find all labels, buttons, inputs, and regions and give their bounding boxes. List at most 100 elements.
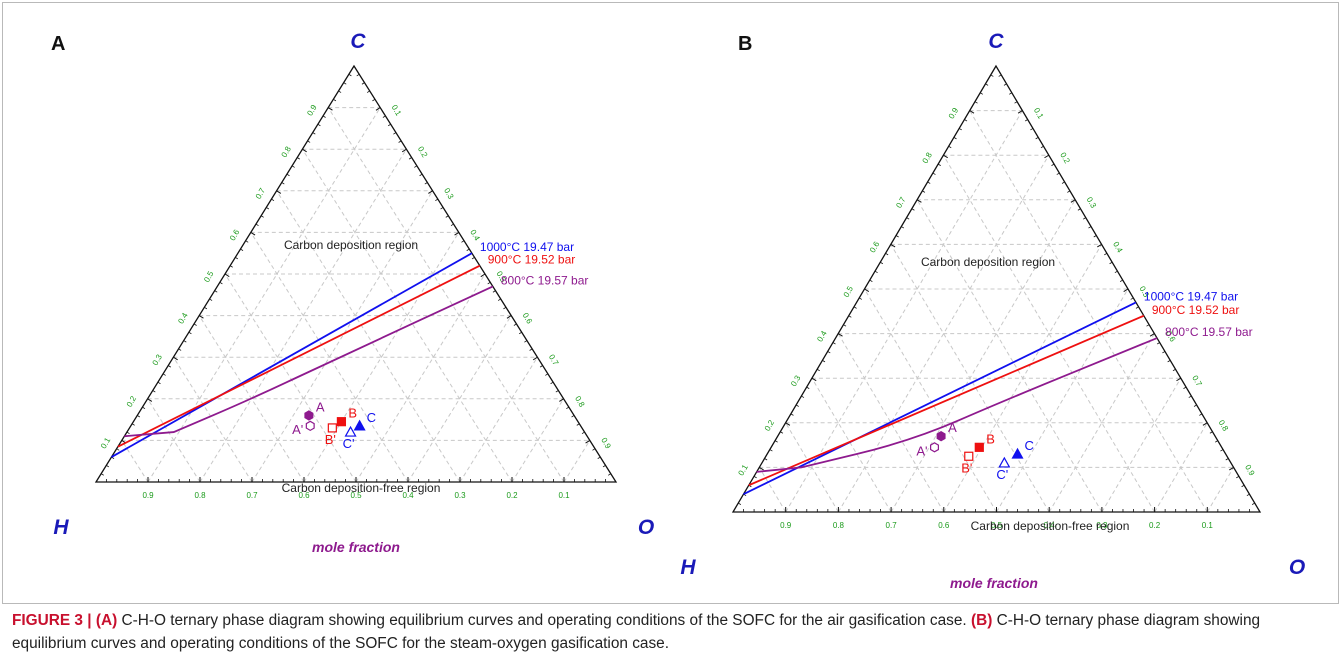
tick-mark-minor <box>566 406 570 410</box>
grid-line <box>147 398 201 483</box>
tick-label: 0.5 <box>202 269 216 284</box>
grid-line <box>811 377 892 513</box>
tick-label: 0.6 <box>521 311 535 326</box>
tick-mark-minor <box>602 465 606 468</box>
tick-mark-minor <box>204 306 208 310</box>
tick-mark-minor <box>880 261 884 265</box>
tick-label: 0.5 <box>842 284 856 299</box>
grid-line <box>758 467 787 513</box>
tick-mark-minor <box>753 475 757 479</box>
tick-mark-minor <box>440 207 444 210</box>
point-marker <box>930 442 940 453</box>
tick-mark <box>916 199 922 203</box>
curve-label: 1000°C 19.47 bar <box>480 240 574 254</box>
tick-label: 0.2 <box>506 491 518 500</box>
tick-mark <box>1202 422 1208 426</box>
point-label: B' <box>325 432 336 447</box>
point-label: A <box>316 399 325 414</box>
tick-mark-minor <box>592 448 596 451</box>
grid-line <box>355 273 486 483</box>
grid-line <box>251 190 434 483</box>
tick-mark <box>250 231 256 236</box>
panel-label: B <box>738 33 752 55</box>
tick-label: 0.8 <box>194 491 206 500</box>
tick-mark <box>969 110 975 114</box>
region-label-carbon-deposition: Carbon deposition region <box>284 238 418 252</box>
tick-mark-minor <box>1077 208 1081 211</box>
point-marker <box>305 420 315 432</box>
tick-mark-minor <box>178 348 182 351</box>
tick-mark <box>1149 333 1155 337</box>
tick-mark-minor <box>1114 270 1118 274</box>
tick-mark-minor <box>948 145 952 149</box>
region-label-deposition-free: Carbon deposition-free region <box>971 519 1130 533</box>
caption-part-b-label: (B) <box>970 612 993 629</box>
tick-mark-minor <box>958 128 962 131</box>
grid-line <box>996 288 1129 513</box>
grid-line <box>172 356 253 483</box>
tick-label: 0.6 <box>228 228 242 243</box>
tick-mark-minor <box>100 473 104 476</box>
tick-mark-minor <box>312 132 316 135</box>
tick-mark-minor <box>137 415 141 418</box>
tick-mark-minor <box>597 456 601 459</box>
tick-mark-minor <box>235 257 239 260</box>
tick-mark-minor <box>471 257 475 260</box>
tick-mark-minor <box>816 368 820 372</box>
tick-label: 0.2 <box>1149 521 1161 530</box>
grid-line <box>837 154 1050 513</box>
tick-mark-minor <box>974 101 978 104</box>
tick-mark-minor <box>1167 360 1171 363</box>
tick-mark-minor <box>539 365 543 368</box>
tick-mark <box>1044 154 1050 159</box>
region-label-deposition-free: Carbon deposition-free region <box>282 481 441 495</box>
tick-mark-minor <box>387 123 391 127</box>
tick-mark-minor <box>1130 297 1134 300</box>
tick-label: 0.3 <box>151 352 165 367</box>
tick-mark-minor <box>1082 217 1086 220</box>
tick-label: 0.5 <box>991 521 1003 530</box>
tick-mark-minor <box>209 298 213 301</box>
grid-line <box>916 199 1103 513</box>
tick-mark-minor <box>953 137 957 140</box>
tick-mark-minor <box>1093 235 1097 238</box>
tick-mark-minor <box>780 431 784 434</box>
tick-mark-minor <box>260 215 264 218</box>
tick-mark-minor <box>555 390 559 393</box>
tick-mark-minor <box>503 306 507 310</box>
tick-mark-minor <box>581 431 585 435</box>
equilibrium-curve <box>124 285 494 438</box>
tick-mark-minor <box>806 386 810 389</box>
tick-mark-minor <box>518 331 522 335</box>
grid-line <box>1101 377 1182 513</box>
equilibrium-curve <box>756 337 1158 473</box>
tick-mark-minor <box>487 281 491 285</box>
tick-label: 0.9 <box>305 103 319 118</box>
point-marker <box>336 417 347 427</box>
tick-label: 0.4 <box>1044 521 1056 530</box>
tick-label: 0.3 <box>1096 521 1108 530</box>
tick-mark-minor <box>874 270 878 274</box>
tick-label: 0.5 <box>350 491 362 500</box>
tick-mark-minor <box>1188 395 1192 398</box>
grid-line <box>276 190 461 483</box>
tick-mark-minor <box>545 373 549 376</box>
tick-label: 0.4 <box>815 329 829 344</box>
tick-mark <box>785 422 791 426</box>
vertex-label-left: H <box>680 556 696 579</box>
tick-mark-minor <box>366 90 370 93</box>
tick-mark-minor <box>343 82 347 85</box>
tick-mark <box>147 398 153 402</box>
tick-mark-minor <box>245 240 249 243</box>
tick-mark <box>1229 466 1234 471</box>
vertex-label-right: O <box>638 516 654 539</box>
tick-mark-minor <box>1146 324 1150 327</box>
figure-caption: FIGURE 3 | (A) C-H-O ternary phase diagr… <box>12 609 1332 655</box>
tick-mark-minor <box>348 73 352 77</box>
point-marker <box>974 442 984 452</box>
tick-mark-minor <box>1040 145 1044 149</box>
ternary-chart-b: 0.1 0.2 0.3 0.4 0.5 0.6 0.7 0.8 0.9 0.1 0.2 0.3 0.4 0… <box>680 30 1305 591</box>
grid-line <box>327 107 565 483</box>
tick-label: 0.7 <box>254 186 268 201</box>
tick-mark-minor <box>937 163 941 166</box>
